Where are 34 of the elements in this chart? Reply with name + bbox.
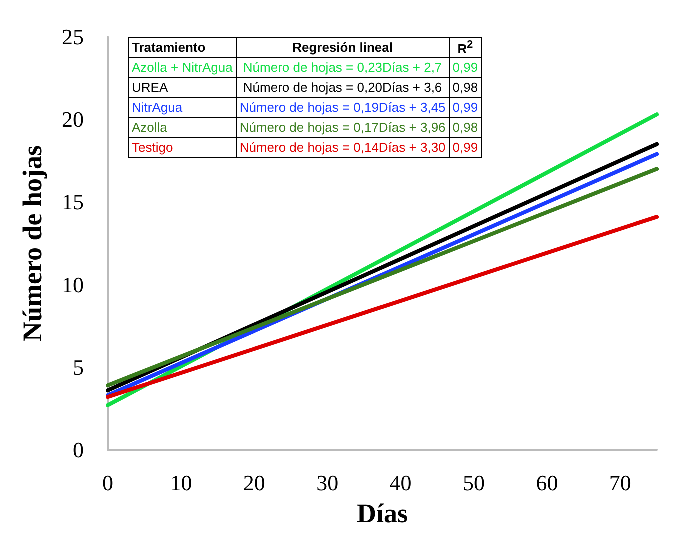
x-tick-label: 50	[463, 470, 485, 496]
x-tick-label: 20	[243, 470, 266, 496]
x-tick-label: 60	[536, 470, 558, 496]
annotation: Tratamiento	[128, 38, 236, 58]
y-tick-label: 0	[73, 438, 84, 462]
text: NitrAgua	[128, 98, 236, 118]
text: Azolla	[128, 118, 236, 138]
annotation: Regresión lineal	[236, 38, 450, 58]
text: UREA	[128, 78, 236, 98]
y-tick-label: 15	[62, 190, 84, 215]
annotation: R$^{2}$	[449, 38, 482, 58]
annotation: 0,98	[449, 78, 482, 98]
text: Testigo	[128, 138, 236, 158]
x-tick-label: 40	[390, 470, 412, 496]
y-tick-label: 25	[62, 24, 84, 50]
y-tick-label: 10	[62, 272, 84, 298]
annotation: 0,99	[449, 98, 482, 118]
text: Azolla + NitrAgua	[128, 58, 236, 78]
y-tick-label: 5	[73, 354, 84, 380]
annotation: Número de hojas = 0,17Días + 3,96	[236, 118, 450, 138]
annotation: Número de hojas = 0,19Días + 3,45	[236, 98, 450, 118]
annotation: 0,98	[449, 118, 482, 138]
x-tick-label: 10	[170, 470, 192, 496]
y-axis-title: Número de hojas	[18, 145, 48, 342]
x-tick-label: 70	[609, 470, 632, 496]
x-tick-label: 30	[316, 470, 339, 496]
annotation: Número de hojas = 0,20Días + 3,6	[236, 78, 450, 98]
annotation: Número de hojas = 0,14Días + 3,30	[236, 138, 450, 158]
x-tick-label: 0	[102, 470, 114, 496]
annotation: 0,99	[449, 138, 482, 158]
annotation: Número de hojas = 0,23Días + 2,7	[236, 58, 450, 78]
x-axis-title: Días	[356, 498, 408, 528]
annotation: 0,99	[449, 58, 482, 78]
y-tick-label: 20	[62, 107, 84, 132]
